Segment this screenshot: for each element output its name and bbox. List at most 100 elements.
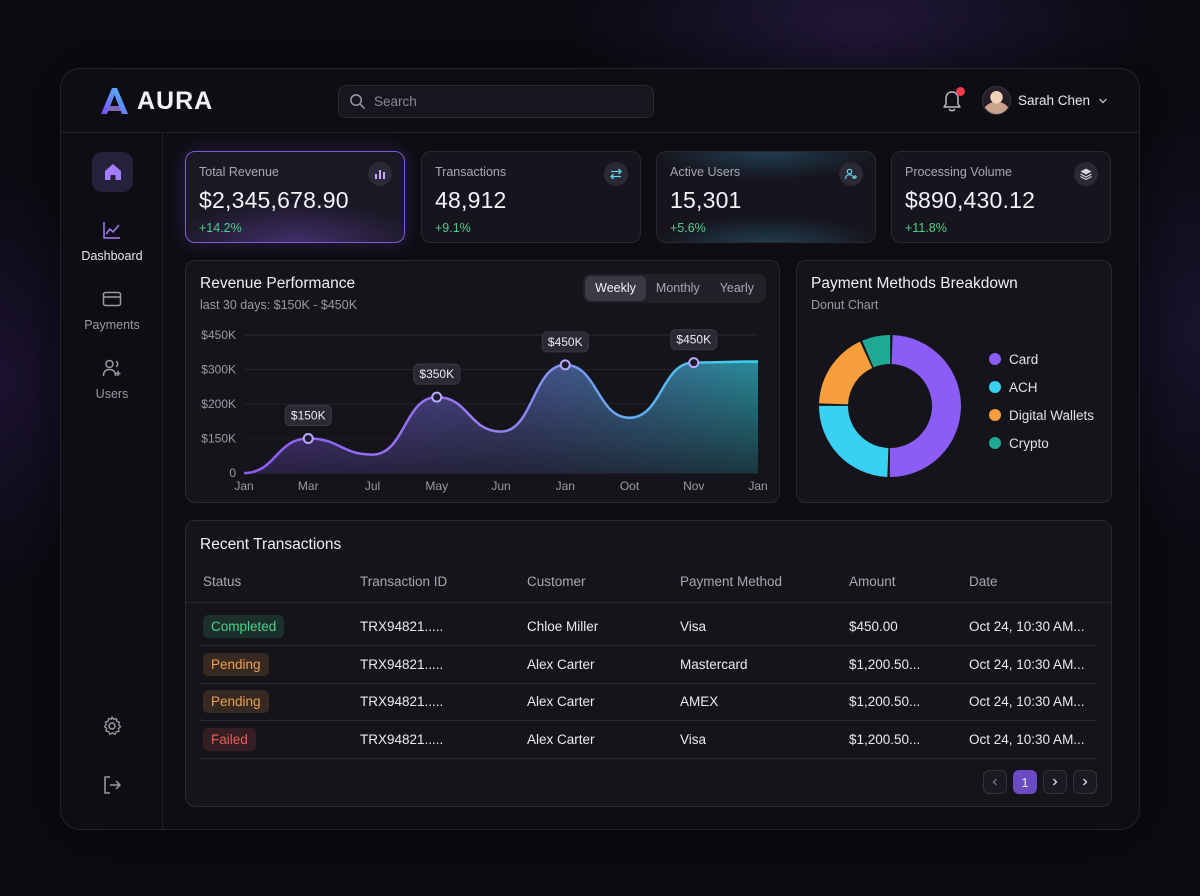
stat-label: Active Users [670,165,741,179]
data-point [688,357,700,369]
revenue-series-line [243,360,759,475]
panel-title: Recent Transactions [200,536,342,553]
legend-swatch [989,437,1001,449]
data-point [302,433,314,444]
status-badge: Failed [203,727,256,751]
app-name: AURA [137,86,214,115]
sidebar-item-label: Users [95,387,129,401]
credit-card-icon [102,291,122,307]
stat-change: +11.8% [905,221,947,235]
stat-change: +14.2% [199,221,242,235]
logout-icon[interactable] [101,774,123,796]
x-tick-label: Nov [683,479,704,493]
panel-title: Payment Methods Breakdown [811,275,1018,292]
donut-legend: Card ACH Digital Wallets Crypto [989,351,1094,463]
line-chart-icon [103,222,120,239]
stat-label: Transactions [435,165,507,179]
page-number-button[interactable]: 1 [1013,770,1037,794]
legend-swatch [989,409,1001,421]
cell-amount: $1,200.50... [849,694,921,709]
tab-weekly[interactable]: Weekly [585,276,646,301]
logo[interactable]: AURA [97,84,213,118]
legend-swatch [989,381,1001,393]
last-page-button[interactable] [1073,770,1097,794]
area-fade [244,335,758,473]
data-label-box [413,363,461,385]
donut-slice-crypto [862,335,891,368]
user-menu[interactable]: Sarah Chen [982,86,1108,115]
tab-monthly[interactable]: Monthly [655,281,700,295]
users-icon [839,162,863,186]
legend-item-card: Card [989,351,1094,367]
column-header-amount[interactable]: Amount [849,574,896,589]
legend-swatch [989,353,1001,365]
sidebar-item-users[interactable]: Users [61,357,163,403]
legend-label: ACH [1009,379,1038,395]
next-page-button[interactable] [1043,770,1067,794]
sidebar: Dashboard Payments Users [61,133,163,829]
stat-card-processing-volume[interactable]: Processing Volume $890,430.12 +11.8% [891,151,1111,243]
aura-logo-icon [101,88,128,114]
y-tick-label: 0 [229,466,236,480]
status-badge: Completed [203,615,285,638]
search-icon [350,94,365,109]
notification-badge [956,87,965,96]
stat-value: 15,301 [670,187,742,213]
table-row[interactable]: Pending TRX94821..... Alex Carter Mastercar… [200,647,1096,684]
table-row[interactable]: Completed TRX94821..... Chloe Miller Visa $4… [200,609,1096,646]
chevron-down-icon [1099,98,1107,103]
data-label-box [284,405,332,426]
table-header: Status Transaction ID Customer Payment M… [186,574,1110,602]
search-bar[interactable] [338,85,654,118]
data-point [559,359,571,371]
donut-slice-card [889,335,961,477]
users-icon [102,359,121,377]
panel-subtitle: last 30 days: $150K - $450K [200,298,358,312]
prev-page-button[interactable] [983,770,1007,794]
bar-chart-icon [368,162,392,186]
table-row[interactable]: Failed TRX94821..... Alex Carter Visa $1,200… [200,722,1096,759]
home-button[interactable] [92,152,133,192]
y-tick-label: $300K [201,363,236,377]
sidebar-item-dashboard[interactable]: Dashboard [61,219,163,265]
column-header-customer[interactable]: Customer [527,574,586,589]
sidebar-item-label: Dashboard [81,249,143,263]
cell-customer: Alex Carter [527,694,595,709]
tab-yearly[interactable]: Yearly [719,281,754,295]
column-header-payment-method[interactable]: Payment Method [680,574,783,589]
legend-label: Crypto [1009,435,1049,451]
legend-item-ach: ACH [989,379,1094,395]
cell-customer: Chloe Miller [527,619,599,634]
cell-transaction-id: TRX94821..... [360,619,444,634]
cell-amount: $450.00 [849,619,898,634]
column-header-status[interactable]: Status [203,574,242,589]
pagination: 1 [983,770,1097,794]
sidebar-item-payments[interactable]: Payments [61,288,163,334]
x-tick-label: Oot [620,479,640,493]
column-header-transaction-id[interactable]: Transaction ID [360,574,448,589]
data-label-box [541,331,589,353]
table-divider [186,602,1110,603]
table-row[interactable]: Pending TRX94821..... Alex Carter AMEX $1,20… [200,684,1096,721]
cell-date: Oct 24, 10:30 AM... [969,731,1085,747]
sidebar-item-label: Payments [84,318,140,332]
donut-slice-ach [819,405,889,477]
data-label: $450K [548,335,583,349]
x-tick-label: May [425,479,448,493]
panel-title: Revenue Performance [200,275,356,292]
x-tick-label: Jan [748,479,767,493]
stat-card-active-users[interactable]: Active Users 15,301 +5.6% [656,151,876,243]
settings-icon[interactable] [101,715,123,737]
cell-date: Oct 24, 10:30 AM... [969,619,1085,634]
column-header-date[interactable]: Date [969,574,998,589]
layers-icon [1074,162,1098,186]
search-input[interactable] [374,94,634,109]
y-tick-label: $150K [201,432,236,446]
cell-customer: Alex Carter [527,731,595,747]
data-label: $450K [676,333,711,347]
stat-card-total-revenue[interactable]: Total Revenue $2,345,678.90 +14.2% [185,151,405,243]
x-tick-label: Jun [491,479,510,493]
stat-value: 48,912 [435,187,507,213]
transfer-icon [604,162,628,186]
stat-card-transactions[interactable]: Transactions 48,912 +9.1% [421,151,641,243]
